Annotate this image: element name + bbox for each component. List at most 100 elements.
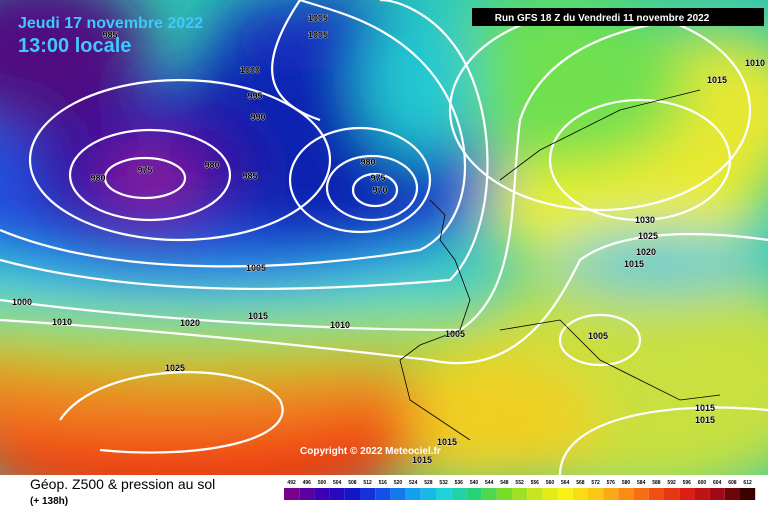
scale-cell [496,488,512,500]
scale-cell [679,488,695,500]
scale-label: 516 [379,480,388,486]
scale-cell [603,488,619,500]
scale-label: 580 [622,480,631,486]
scale-cell [633,488,649,500]
scale-cell [436,488,452,500]
isobar-label: 1015 [412,455,432,465]
scale-cell [588,488,604,500]
isobar-label: 975 [370,173,385,183]
scale-cell [512,488,528,500]
scale-cell [466,488,482,500]
scale-label: 600 [698,480,707,486]
isobar-label: 980 [360,157,375,167]
scale-cell [664,488,680,500]
scale-cell [572,488,588,500]
scale-label: 548 [500,480,509,486]
run-info: Run GFS 18 Z du Vendredi 11 novembre 202… [495,13,710,24]
footer-title: Géop. Z500 & pression au sol [30,476,215,492]
scale-label: 536 [455,480,464,486]
scale-cell [360,488,376,500]
scale-cell [618,488,634,500]
isobars [0,0,768,475]
scale-cell [542,488,558,500]
isobar-label: 1000 [12,297,32,307]
isobar-label: 990 [250,112,265,122]
scale-cell [451,488,467,500]
isobar-label: 985 [102,30,117,40]
isobar-label: 1010 [52,317,72,327]
isobar-label: 985 [242,171,257,181]
isobar-label: 1015 [707,75,727,85]
isobar-label: 1005 [308,30,328,40]
scale-cell [329,488,345,500]
scale-label: 552 [515,480,524,486]
isobar-label: 1015 [695,415,715,425]
scale-cell [740,488,756,500]
isobar-label: 970 [372,185,387,195]
isobar-label: 1030 [635,215,655,225]
scale-label: 524 [409,480,418,486]
scale-cell [405,488,421,500]
isobar-label: 1005 [445,329,465,339]
scale-label: 544 [485,480,494,486]
isobar-label: 1005 [246,263,266,273]
scale-cell [390,488,406,500]
scale-cell [724,488,740,500]
scale-cell [557,488,573,500]
isobar-label: 1005 [308,13,328,23]
scale-cell [709,488,725,500]
scale-label: 508 [348,480,357,486]
isobar-label: 1015 [624,259,644,269]
isobar-label: 995 [247,91,262,101]
scale-label: 560 [546,480,555,486]
isobar-label: 980 [90,173,105,183]
scale-label: 584 [637,480,646,486]
scale-label: 564 [561,480,570,486]
scale-label: 572 [591,480,600,486]
coastlines [399,89,721,441]
isobar-label: 1015 [437,437,457,447]
scale-cell [299,488,315,500]
scale-label: 604 [713,480,722,486]
isobar-label: 1010 [745,58,765,68]
scale-label: 592 [667,480,676,486]
run-box [472,8,764,26]
scale-label: 608 [728,480,737,486]
copyright: Copyright © 2022 Meteociel.fr [300,446,441,457]
scale-label: 596 [683,480,692,486]
scale-label: 512 [363,480,372,486]
scale-label: 496 [303,480,312,486]
color-scale: 492 496 500 504 508 512 516 520 524 528 532 536 540 5… [284,480,756,500]
scale-cell [375,488,391,500]
scale-label: 528 [424,480,433,486]
isobar-label: 1010 [330,320,350,330]
isobar-label: 975 [137,165,152,175]
scale-label: 612 [743,480,752,486]
scale-label: 568 [576,480,585,486]
scale-cell [527,488,543,500]
isobar-label: 1015 [695,403,715,413]
scale-cell [344,488,360,500]
isobar-label: 1005 [588,331,608,341]
scale-cell [284,488,300,500]
isobar-label: 1025 [638,231,658,241]
scale-label: 576 [607,480,616,486]
scale-label: 500 [318,480,327,486]
isobar-labels: 1005 1005 985 1000 995 990 975 980 980 985 980 975 9… [12,13,766,466]
isobar-label: 1000 [240,65,260,75]
scale-cell [481,488,497,500]
scale-cell [648,488,664,500]
isobar-label: 1020 [180,318,200,328]
isobar-label: 1015 [248,311,268,321]
isobar-label: 1025 [165,363,185,373]
scale-label: 556 [531,480,540,486]
scale-cell [314,488,330,500]
lead-time: (+ 138h) [30,496,68,507]
scale-cell [694,488,710,500]
scale-label: 540 [470,480,479,486]
date: Jeudi 17 novembre 2022 [18,15,203,32]
scale-label: 588 [652,480,661,486]
